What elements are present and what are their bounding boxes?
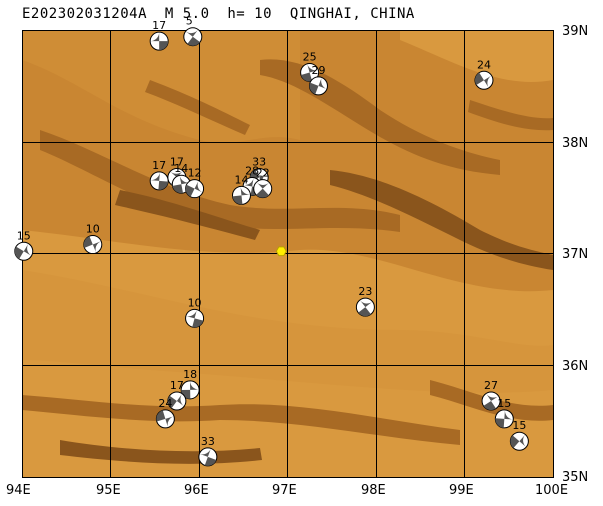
depth-label: 17	[170, 379, 184, 392]
depth-label: 15	[512, 419, 526, 432]
beachball: 5	[183, 15, 203, 47]
depth-label: 17	[152, 19, 166, 32]
lat-tick-label: 39N	[562, 24, 588, 39]
beachball: 12	[185, 167, 205, 199]
beachball: 17	[167, 379, 187, 411]
depth-label: 33	[201, 435, 215, 448]
depth-label: 5	[186, 15, 193, 28]
event-title: E202302031204A M 5.0 h= 10 QINGHAI, CHIN…	[22, 6, 415, 22]
lon-tick-label: 95E	[96, 483, 121, 498]
depth-label: 22	[256, 167, 270, 180]
beachball: 24	[474, 58, 494, 90]
depth-label: 15	[497, 397, 511, 410]
beachball: 14	[231, 173, 251, 205]
depth-label: 14	[174, 162, 188, 175]
depth-label: 29	[311, 64, 325, 77]
depth-label: 10	[86, 223, 100, 236]
beachball: 15	[494, 397, 514, 429]
beachball: 17	[149, 159, 169, 191]
lat-tick-label: 37N	[562, 247, 588, 262]
depth-label: 25	[303, 50, 317, 63]
depth-label: 23	[358, 285, 372, 298]
lon-tick-label: 94E	[6, 483, 31, 498]
depth-label: 12	[188, 167, 202, 180]
lon-tick-label: 96E	[184, 483, 209, 498]
beachball: 29	[308, 64, 328, 96]
beachball: 15	[509, 419, 529, 451]
lon-tick-label: 99E	[449, 483, 474, 498]
beachball: 15	[14, 229, 34, 261]
depth-label: 17	[170, 156, 184, 169]
lon-tick-label: 98E	[361, 483, 386, 498]
lon-tick-label: 97E	[272, 483, 297, 498]
beachball: 25	[300, 50, 320, 82]
beachball: 23	[355, 285, 375, 317]
beachball: 33	[198, 435, 218, 467]
lon-tick-label: 100E	[535, 483, 568, 498]
beachball: 24	[155, 397, 175, 429]
beachball: 22	[253, 167, 273, 199]
beachball: 17	[149, 19, 169, 51]
beachball: 27	[481, 379, 501, 411]
depth-label: 15	[17, 229, 31, 242]
depth-label: 27	[484, 379, 498, 392]
lat-tick-label: 35N	[562, 470, 588, 485]
epicenter-marker	[275, 246, 287, 257]
depth-label: 10	[188, 296, 202, 309]
depth-label: 17	[152, 159, 166, 172]
beachball: 10	[83, 223, 103, 255]
lat-tick-label: 38N	[562, 136, 588, 151]
depth-label: 18	[183, 368, 197, 381]
depth-label: 24	[477, 58, 491, 71]
depth-label: 14	[234, 173, 248, 186]
beachball: 10	[185, 296, 205, 328]
beachball: 18	[180, 368, 200, 400]
lat-tick-label: 36N	[562, 359, 588, 374]
epicenter-hexagon	[275, 246, 287, 257]
lat-axis-labels: 39N 38N 37N 36N 35N	[562, 24, 588, 485]
depth-label: 33	[252, 156, 266, 169]
lon-axis-labels: 94E 95E 96E 97E 98E 99E 100E	[6, 483, 568, 498]
depth-label: 28	[245, 164, 259, 177]
depth-label: 24	[158, 397, 172, 410]
